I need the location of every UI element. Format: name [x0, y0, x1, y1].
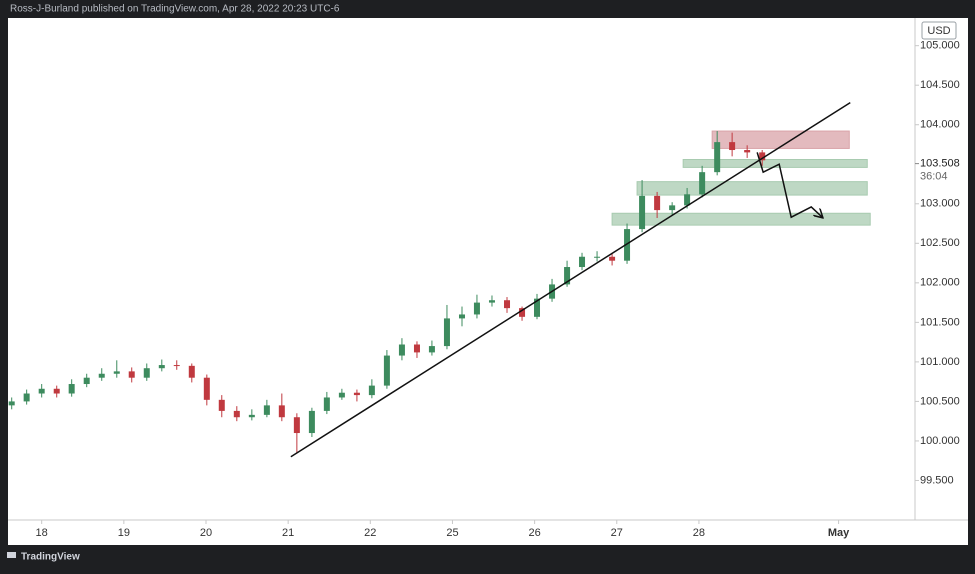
candle-body [383, 355, 390, 386]
candle-body [173, 365, 180, 367]
y-tick-label: 101.500 [920, 316, 960, 328]
candle-body [699, 172, 706, 195]
last-price-label: 103.508 [920, 158, 960, 170]
x-tick-label: 28 [693, 527, 705, 539]
countdown: 36:04 [920, 171, 948, 183]
candle-body [519, 308, 526, 317]
candle-body [684, 194, 691, 206]
x-tick-label: 26 [528, 527, 540, 539]
y-tick-label: 104.500 [920, 79, 960, 91]
plot-area [8, 101, 871, 458]
candle-body [609, 256, 616, 261]
candle-body [443, 318, 450, 347]
candle-body [473, 302, 480, 315]
x-tick-label: 18 [36, 527, 48, 539]
candle-body [158, 365, 165, 369]
zone [636, 181, 868, 196]
candle-body [488, 300, 495, 303]
candle-body [218, 399, 225, 411]
candle-body [38, 388, 45, 394]
y-tick-label: 102.000 [920, 277, 960, 289]
candle-body [53, 388, 60, 394]
candle-body [639, 195, 646, 230]
candle-body [353, 392, 360, 396]
candle-body [143, 368, 150, 378]
currency: USD [927, 25, 950, 37]
footer: TradingView [21, 552, 80, 563]
candle-body [413, 344, 420, 353]
candle-body [8, 401, 15, 406]
zone [711, 130, 850, 149]
projection-path [756, 152, 822, 217]
candle-body [428, 346, 435, 353]
y-tick-label: 101.000 [920, 356, 960, 368]
y-tick-label: 104.000 [920, 119, 960, 131]
zone [611, 212, 871, 226]
candle-body [594, 256, 601, 258]
y-tick-label: 100.000 [920, 435, 960, 447]
candle-body [128, 371, 135, 378]
candle-body [323, 397, 330, 411]
y-tick-label: 105.000 [920, 40, 960, 52]
candle-body [278, 405, 285, 418]
candle-body [714, 142, 721, 173]
trendline [290, 101, 851, 458]
footer-logo: TradingView [7, 552, 80, 563]
logo-mark [7, 552, 16, 558]
candle-body [368, 385, 375, 396]
candle-body [564, 267, 571, 285]
candle-body [248, 414, 255, 418]
candle-body [744, 150, 751, 153]
y-tick-label: 103.000 [920, 198, 960, 210]
candle-body [579, 256, 586, 268]
candle-body [188, 365, 195, 378]
candle-body [23, 393, 30, 402]
candle-body [534, 298, 541, 317]
candle-body [308, 410, 315, 434]
x-tick-label: 19 [118, 527, 130, 539]
candle-body [203, 377, 210, 400]
y-tick-label: 99.500 [920, 474, 954, 486]
candle-body [458, 314, 465, 319]
candle-body [293, 417, 300, 434]
x-tick-label: 20 [200, 527, 212, 539]
x-tick-label: 22 [364, 527, 376, 539]
candle-body [504, 300, 511, 309]
y-tick-label: 100.500 [920, 395, 960, 407]
candle-body [263, 405, 270, 415]
candle-body [729, 142, 736, 151]
candle-body [759, 152, 766, 161]
x-tick-label: 27 [611, 527, 623, 539]
candle-body [654, 195, 661, 211]
y-tick-label: 102.500 [920, 237, 960, 249]
candle-body [624, 229, 631, 261]
x-tick-label: 21 [282, 527, 294, 539]
currency-box [921, 21, 957, 40]
candle-body [233, 410, 240, 418]
x-tick-label: 25 [446, 527, 458, 539]
candle-body [669, 205, 676, 211]
candle-body [338, 392, 345, 398]
candle-body [398, 344, 405, 356]
candle-body [113, 371, 120, 374]
candle-body [68, 384, 75, 394]
chart-panel [8, 18, 968, 545]
x-tick-label: May [828, 527, 850, 539]
candle-body [83, 377, 90, 385]
candle-body [98, 373, 105, 378]
zone [682, 159, 868, 168]
header: Ross-J-Burland published on TradingView.… [10, 4, 340, 15]
